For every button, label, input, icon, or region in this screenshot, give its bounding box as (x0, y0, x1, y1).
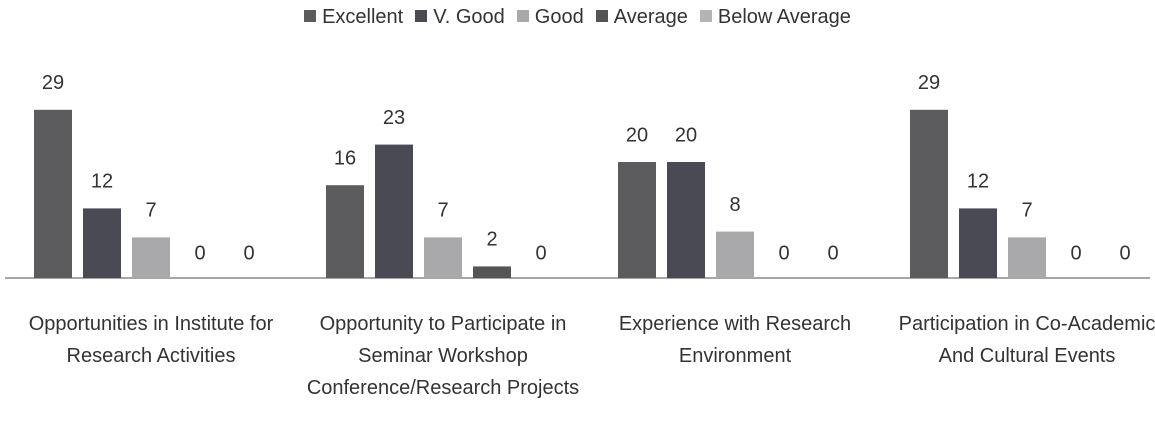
data-label: 0 (535, 242, 546, 264)
x-tick-label: Opportunities in Institute for Research … (28, 313, 274, 367)
data-label: 29 (918, 72, 940, 94)
data-label: 12 (91, 171, 113, 193)
legend-swatch (595, 10, 608, 22)
data-label: 0 (194, 242, 205, 264)
data-label: 0 (1119, 242, 1130, 264)
bar (34, 109, 72, 278)
bar (910, 109, 948, 278)
data-label: 0 (778, 242, 789, 264)
x-tick-label: Participation in Co-Academic And Cultura… (898, 313, 1155, 367)
legend-item: Average (595, 6, 688, 29)
bar (667, 162, 705, 278)
bar (716, 231, 754, 278)
legend-item: V. Good (415, 6, 505, 29)
legend-label: Good (534, 6, 584, 28)
legend-label: Below Average (717, 6, 851, 28)
bar (473, 266, 511, 278)
legend-item: Below Average (699, 6, 851, 29)
bar (132, 237, 170, 278)
legend-label: Average (613, 6, 688, 28)
data-label: 0 (827, 242, 838, 264)
legend-swatch (304, 10, 317, 22)
legend-label: Excellent (322, 6, 404, 28)
bar (618, 162, 656, 278)
legend-label: V. Good (433, 6, 505, 28)
data-label: 20 (675, 124, 697, 146)
data-label: 7 (437, 200, 448, 222)
data-label: 20 (626, 124, 648, 146)
bar (83, 208, 121, 278)
bar (375, 144, 413, 278)
data-label: 0 (1070, 242, 1081, 264)
bar (424, 237, 462, 278)
data-label: 8 (729, 194, 740, 216)
legend-swatch (699, 10, 712, 22)
data-label: 7 (145, 200, 156, 222)
data-label: 0 (243, 242, 254, 264)
legend-swatch (516, 10, 529, 22)
legend-swatch (415, 10, 428, 22)
bar (959, 208, 997, 278)
data-label: 16 (334, 147, 356, 169)
bar (326, 185, 364, 278)
bar (1008, 237, 1046, 278)
x-tick-label: Experience with Research Environment (618, 313, 852, 367)
legend: Excellent V. Good Good Average Below Average (0, 6, 1155, 29)
x-tick-label: Opportunity to Participate in Seminar Wo… (306, 313, 580, 399)
data-label: 12 (967, 171, 989, 193)
legend-item: Good (516, 6, 584, 29)
data-label: 29 (42, 72, 64, 94)
legend-item: Excellent (304, 6, 403, 29)
data-label: 23 (383, 107, 405, 129)
data-label: 7 (1021, 200, 1032, 222)
data-label: 2 (486, 229, 497, 251)
